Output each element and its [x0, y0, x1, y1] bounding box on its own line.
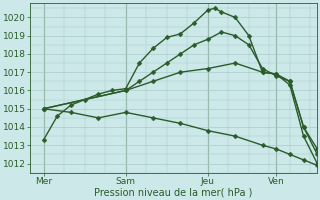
X-axis label: Pression niveau de la mer( hPa ): Pression niveau de la mer( hPa )	[94, 187, 253, 197]
